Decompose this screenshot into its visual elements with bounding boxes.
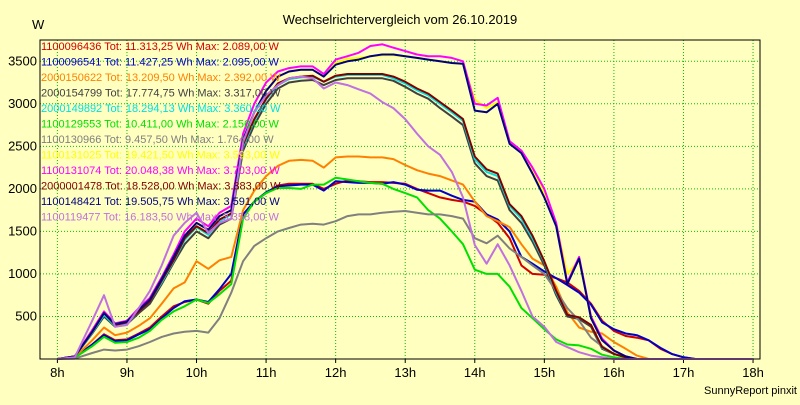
x-tick-label: 17h	[673, 365, 695, 380]
legend-entry: 1100129553 Tot: 10.411,00 Wh Max: 2.156,…	[41, 119, 280, 131]
y-tick-label: 3500	[8, 53, 37, 68]
y-tick-label: 2000	[8, 181, 37, 196]
x-tick-label: 15h	[533, 365, 555, 380]
legend-entry: 1100096541 Tot: 11.427,25 Wh Max: 2.095,…	[41, 57, 280, 69]
series-line-3	[57, 155, 753, 360]
footer-credit: SunnyReport pinxit	[704, 385, 797, 397]
legend: 1100096436 Tot: 11.313,25 Wh Max: 2.089,…	[41, 41, 281, 224]
series-line-2	[57, 180, 753, 360]
y-axis-label: W	[32, 17, 45, 32]
chart-title: Wechselrichtervergleich vom 26.10.2019	[283, 12, 518, 27]
y-tick-label: 2500	[8, 138, 37, 153]
legend-entry: 1100148421 Tot: 19.505,75 Wh Max: 3.591,…	[41, 196, 280, 208]
x-tick-label: 9h	[120, 365, 134, 380]
axes	[39, 39, 761, 360]
legend-entry: 1100131025 Tot: 19.421,50 Wh Max: 3.593,…	[41, 150, 280, 162]
legend-entry: 1100130966 Tot: 9.457,50 Wh Max: 1.764,0…	[41, 134, 274, 146]
y-tick-label: 1000	[8, 266, 37, 281]
plot-frame	[39, 39, 761, 360]
y-tick-label: 500	[15, 308, 37, 323]
legend-entry: 1100096436 Tot: 11.313,25 Wh Max: 2.089,…	[41, 41, 280, 53]
legend-entry: 1100131074 Tot: 20.048,38 Wh Max: 3.703,…	[41, 165, 280, 177]
legend-entry: 1100119477 Tot: 16.183,50 Wh Max: 3.358,…	[41, 212, 280, 224]
x-tick-label: 16h	[603, 365, 625, 380]
legend-entry: 2000154799 Tot: 17.774,75 Wh Max: 3.317,…	[41, 88, 281, 100]
legend-entry: 2000150622 Tot: 13.209,50 Wh Max: 2.392,…	[41, 72, 281, 84]
x-tick-label: 8h	[50, 365, 64, 380]
grid	[40, 40, 760, 363]
legend-entry: 2000149892 Tot: 18.294,13 Wh Max: 3.360,…	[41, 103, 281, 115]
x-tick-label: 18h	[742, 365, 764, 380]
x-tick-label: 10h	[186, 365, 208, 380]
x-tick-label: 13h	[394, 365, 416, 380]
x-tick-label: 12h	[325, 365, 347, 380]
y-tick-label: 1500	[8, 223, 37, 238]
x-tick-label: 14h	[464, 365, 486, 380]
tick-labels: 8h 9h 10h 11h 12h 13h 14h 15h 16h 17h 18h 500 1000 15…	[8, 53, 764, 380]
y-tick-label: 3000	[8, 96, 37, 111]
legend-entry: 2000001478 Tot: 18.528,00 Wh Max: 3.383,…	[41, 181, 281, 193]
x-tick-label: 11h	[256, 365, 277, 380]
